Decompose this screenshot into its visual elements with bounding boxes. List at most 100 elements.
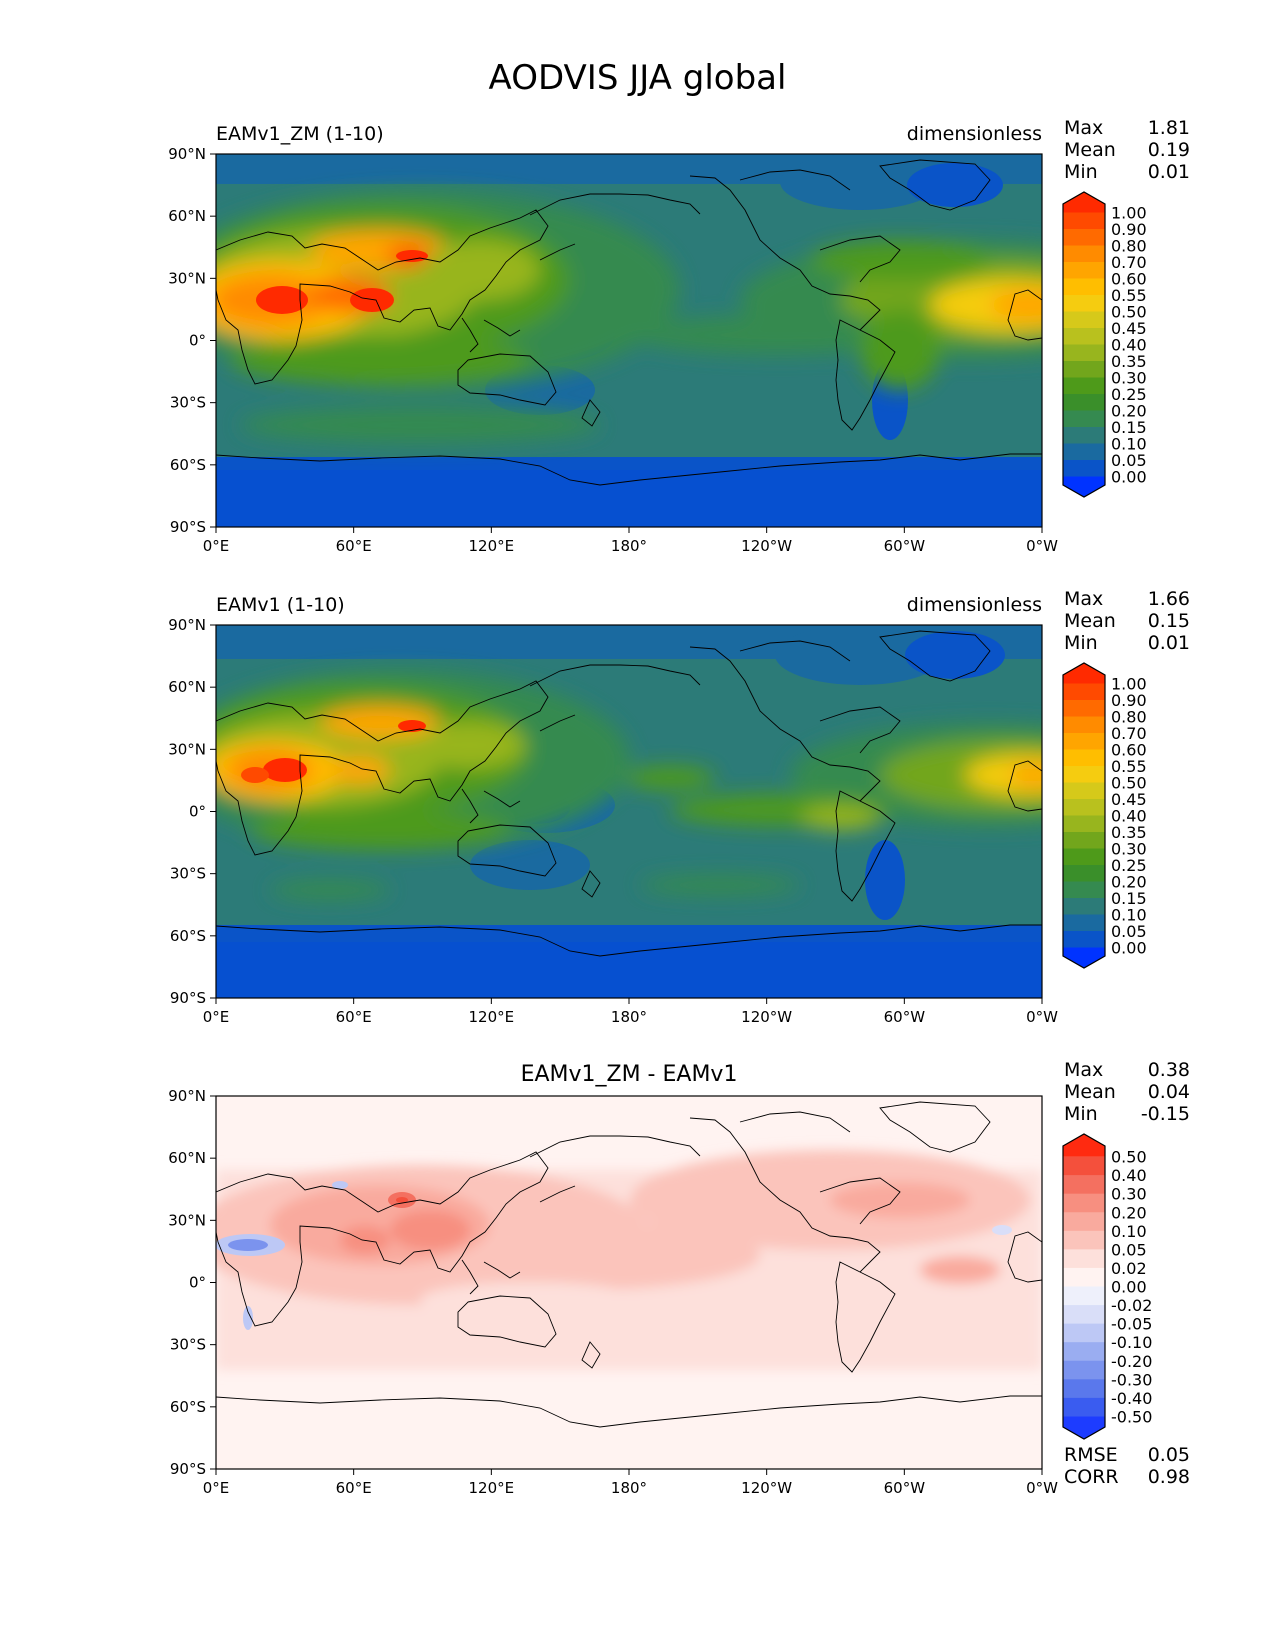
- colorbar-tick-label: 0.50: [1111, 303, 1147, 322]
- lon-tick-label: 60°W: [884, 537, 926, 555]
- colorbar-swatch: [1063, 245, 1105, 263]
- colorbar-swatch: [1063, 733, 1105, 750]
- colorbar-swatch: [1063, 410, 1105, 428]
- lat-tick-label: 60°N: [168, 678, 206, 696]
- colorbar-swatch: [1063, 1305, 1105, 1325]
- lat-tick-label: 30°N: [168, 740, 206, 758]
- stat-value: 1.66: [1148, 588, 1190, 610]
- colorbar-swatch: [1063, 1397, 1105, 1417]
- colorbar-swatch: [1063, 278, 1105, 296]
- colorbar-swatch: [1063, 361, 1105, 378]
- lon-tick-label: 0°E: [203, 1008, 230, 1026]
- colorbar-tick-label: 0.10: [1111, 1222, 1147, 1241]
- stat-label: Max: [1064, 588, 1103, 610]
- lat-tick-label: 30°S: [170, 865, 206, 883]
- lat-tick-label: 30°N: [168, 1211, 206, 1229]
- colorbar-tick-label: 0.30: [1111, 369, 1147, 388]
- colorbar-swatch: [1063, 212, 1105, 230]
- lat-tick-label: 90°N: [168, 145, 206, 163]
- colorbar-swatch: [1063, 881, 1105, 899]
- stat-value: 0.01: [1148, 632, 1190, 654]
- colorbar-extend-max: [1063, 663, 1105, 684]
- error-stat-label: CORR: [1064, 1466, 1119, 1488]
- colorbar-tick-label: -0.50: [1111, 1407, 1152, 1426]
- colorbar-swatch: [1063, 1175, 1105, 1195]
- stat-value: 0.19: [1148, 139, 1190, 161]
- colorbar-swatch: [1063, 1267, 1105, 1287]
- colorbar-tick-label: 0.45: [1111, 790, 1147, 809]
- colorbar-tick-label: -0.30: [1111, 1370, 1152, 1389]
- colorbar-tick-label: 0.70: [1111, 253, 1147, 272]
- colorbar-swatch: [1063, 1156, 1105, 1176]
- colorbar: 1.000.900.800.700.600.550.500.450.400.35…: [1062, 191, 1147, 498]
- stat-value: 0.38: [1148, 1059, 1190, 1081]
- colorbar-tick-label: 0.70: [1111, 724, 1147, 743]
- lat-tick-label: 60°S: [170, 1398, 206, 1416]
- colorbar-tick-label: 0.05: [1111, 922, 1147, 941]
- lat-tick-label: 30°S: [170, 394, 206, 412]
- colorbar-tick-label: 0.90: [1111, 220, 1147, 239]
- map-axes: 90°N 60°N 30°N 0° 30°S 60°S 90°S0°E 60°E 120°E 18…: [168, 145, 1058, 555]
- colorbar-swatch: [1063, 377, 1105, 395]
- colorbar-tick-label: 0.40: [1111, 807, 1147, 826]
- colorbar-tick-label: 0.25: [1111, 385, 1147, 404]
- colorbar-swatch: [1063, 427, 1105, 444]
- colorbar-swatch: [1063, 262, 1105, 279]
- lon-tick-label: 120°E: [469, 537, 515, 555]
- colorbar-swatch: [1063, 898, 1105, 915]
- colorbar-swatch: [1063, 1230, 1105, 1250]
- coastlines: [216, 1101, 1042, 1428]
- colorbar-tick-label: 0.35: [1111, 823, 1147, 842]
- lon-tick-label: 60°W: [884, 1479, 926, 1497]
- panel-difference: EAMv1_ZM - EAMv1: [168, 1059, 1190, 1497]
- stat-label: Min: [1064, 1103, 1098, 1125]
- stat-label: Max: [1064, 117, 1103, 139]
- colorbar-swatch: [1063, 815, 1105, 833]
- lon-tick-label: 0°E: [203, 537, 230, 555]
- panel-units-label: dimensionless: [907, 594, 1042, 616]
- colorbar-tick-label: 0.60: [1111, 741, 1147, 760]
- lon-tick-label: 60°E: [336, 1479, 372, 1497]
- lat-tick-label: 90°N: [168, 1087, 206, 1105]
- colorbar-swatch: [1063, 914, 1105, 932]
- error-stats-block: RMSE 0.05 CORR 0.98: [1064, 1444, 1190, 1488]
- colorbar-swatch: [1063, 328, 1105, 345]
- colorbar-swatch: [1063, 1286, 1105, 1306]
- colorbar-swatch: [1063, 782, 1105, 800]
- colorbar-extend-min: [1063, 947, 1105, 968]
- lon-tick-label: 60°E: [336, 1008, 372, 1026]
- lon-tick-label: 0°W: [1026, 1479, 1058, 1497]
- lon-tick-label: 60°W: [884, 1008, 926, 1026]
- colorbar-swatch: [1063, 443, 1105, 461]
- colorbar-swatch: [1063, 394, 1105, 411]
- colorbar-tick-label: 0.55: [1111, 286, 1147, 305]
- colorbar-swatch: [1063, 832, 1105, 849]
- stat-label: Min: [1064, 161, 1098, 183]
- map-field: [216, 1096, 1042, 1469]
- lat-tick-label: 0°: [189, 1274, 206, 1292]
- colorbar-tick-label: 0.20: [1111, 402, 1147, 421]
- panel-units-label: dimensionless: [907, 123, 1042, 145]
- colorbar-tick-label: -0.40: [1111, 1389, 1152, 1408]
- colorbar-tick-label: 0.30: [1111, 840, 1147, 859]
- error-stat-value: 0.98: [1148, 1466, 1190, 1488]
- colorbar-swatch: [1063, 229, 1105, 246]
- colorbar-swatch: [1063, 1342, 1105, 1362]
- colorbar-tick-label: 0.80: [1111, 708, 1147, 727]
- colorbar-swatch: [1063, 716, 1105, 734]
- colorbar-tick-label: 0.02: [1111, 1259, 1147, 1278]
- stat-value: 0.04: [1148, 1081, 1190, 1103]
- lon-tick-label: 120°E: [469, 1008, 515, 1026]
- colorbar-tick-label: 0.15: [1111, 418, 1147, 437]
- colorbar-tick-label: 0.05: [1111, 451, 1147, 470]
- stat-label: Mean: [1064, 139, 1116, 161]
- colorbar-tick-label: 0.30: [1111, 1185, 1147, 1204]
- colorbar-tick-label: -0.02: [1111, 1296, 1152, 1315]
- colorbar-extend-max: [1063, 192, 1105, 213]
- colorbar: 1.000.900.800.700.600.550.500.450.400.35…: [1062, 662, 1147, 969]
- colorbar-swatch: [1063, 1360, 1105, 1380]
- panel-test: EAMv1_ZM (1-10) dimensionless: [168, 117, 1190, 555]
- colorbar-tick-label: 0.10: [1111, 906, 1147, 925]
- colorbar-swatch: [1063, 460, 1105, 477]
- colorbar-tick-label: 0.80: [1111, 237, 1147, 256]
